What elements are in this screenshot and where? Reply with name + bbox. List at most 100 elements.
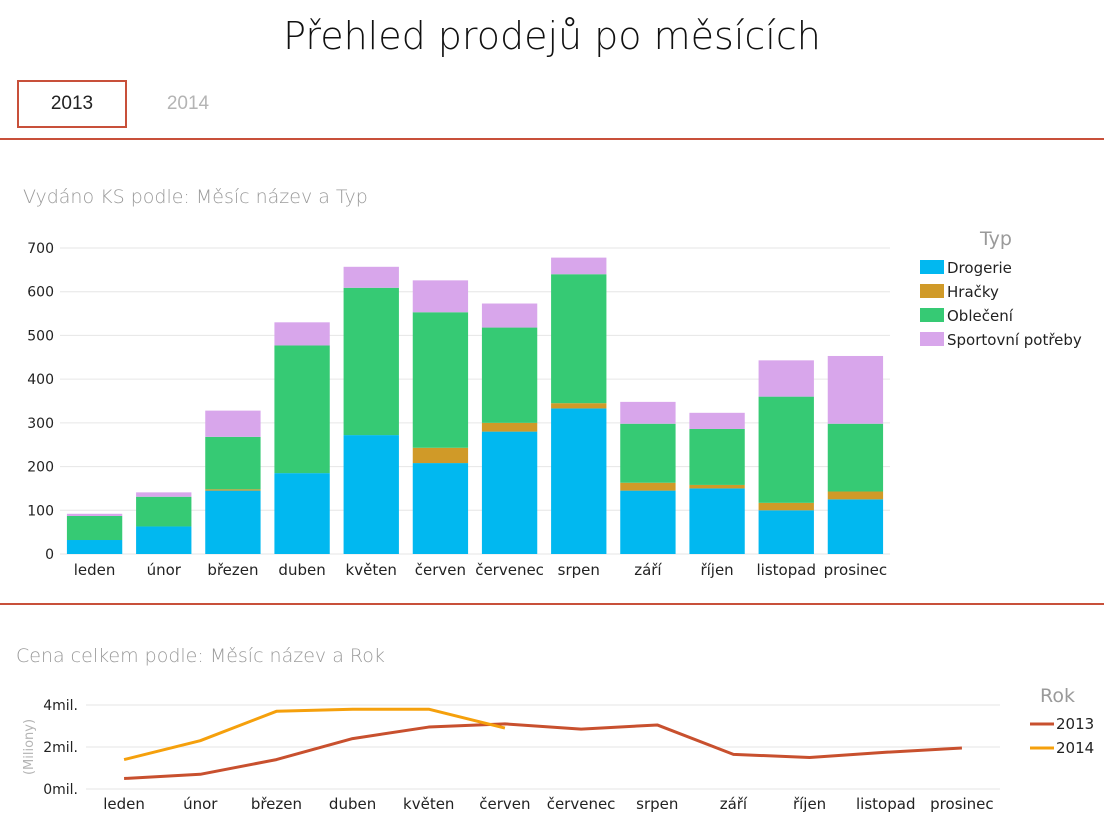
y-tick-label: 4mil. bbox=[43, 698, 78, 714]
bar-obleceni bbox=[758, 396, 814, 503]
bar-obleceni bbox=[620, 423, 676, 483]
divider-top bbox=[0, 138, 1104, 140]
legend-swatch-drogerie bbox=[920, 260, 944, 274]
y-axis-label: (Miliony) bbox=[22, 719, 37, 775]
bar-sportovni-potreby bbox=[758, 360, 814, 397]
x-tick-label: březen bbox=[251, 795, 302, 813]
x-tick-label: říjen bbox=[793, 795, 826, 813]
bar-drogerie bbox=[136, 526, 192, 554]
bar-sportovni-potreby bbox=[205, 410, 261, 437]
y-tick-label: 300 bbox=[27, 416, 54, 432]
bar-sportovni-potreby bbox=[827, 355, 884, 424]
bar-hracky bbox=[758, 502, 814, 511]
y-tick-label: 0 bbox=[45, 547, 54, 563]
bar-obleceni bbox=[205, 436, 261, 490]
bar-sportovni-potreby bbox=[689, 412, 745, 429]
bar-sportovni-potreby bbox=[136, 492, 192, 497]
bar-sportovni-potreby bbox=[481, 303, 538, 328]
legend-title: Rok bbox=[1040, 685, 1075, 707]
legend-label: 2014 bbox=[1056, 739, 1094, 757]
bar-sportovni-potreby bbox=[274, 322, 330, 346]
x-tick-label: duben bbox=[329, 795, 376, 813]
bar-drogerie bbox=[343, 435, 399, 554]
bar-drogerie bbox=[205, 490, 261, 554]
bar-drogerie bbox=[66, 540, 123, 554]
stacked-bar-chart: 0 100 200 300 400 500 600 700 leden únor březen dub… bbox=[27, 228, 1082, 579]
bar-drogerie bbox=[827, 499, 884, 554]
x-tick-label: srpen bbox=[558, 561, 600, 579]
line-series-2014 bbox=[123, 707, 506, 762]
x-tick-label: srpen bbox=[636, 795, 678, 813]
bar-sportovni-potreby bbox=[66, 513, 123, 516]
x-tick-label: duben bbox=[278, 561, 325, 579]
x-tick-label: prosinec bbox=[930, 795, 994, 813]
x-tick-label: listopad bbox=[757, 561, 816, 579]
bar-sportovni-potreby bbox=[343, 266, 399, 288]
x-tick-label: červen bbox=[479, 795, 530, 813]
y-tick-label: 500 bbox=[27, 328, 54, 344]
bar-drogerie bbox=[551, 408, 607, 554]
bar-hracky bbox=[689, 484, 745, 489]
bar-hracky bbox=[620, 482, 676, 491]
x-tick-label: leden bbox=[103, 795, 145, 813]
bar-obleceni bbox=[689, 428, 745, 485]
x-tick-label: únor bbox=[183, 795, 218, 813]
legend-label: Hračky bbox=[947, 283, 999, 301]
bar-hracky bbox=[412, 447, 469, 464]
divider-middle bbox=[0, 603, 1104, 605]
bar-obleceni bbox=[66, 515, 123, 541]
legend-swatch-obleceni bbox=[920, 308, 944, 322]
y-tick-label: 600 bbox=[27, 285, 54, 301]
x-tick-label: květen bbox=[403, 795, 454, 813]
tab-2014[interactable]: 2014 bbox=[166, 93, 210, 114]
y-tick-label: 400 bbox=[27, 372, 54, 388]
legend-label: Sportovní potřeby bbox=[947, 331, 1082, 349]
x-tick-label: červenec bbox=[547, 795, 616, 813]
line-series-2013 bbox=[124, 722, 962, 780]
bar-obleceni bbox=[274, 345, 330, 474]
bar-hracky bbox=[551, 403, 607, 409]
bar-drogerie bbox=[689, 488, 745, 554]
legend-swatch-hracky bbox=[920, 284, 944, 298]
line-chart-title: Cena celkem podle: Měsíc název a Rok bbox=[16, 645, 385, 667]
bar-obleceni bbox=[827, 423, 884, 492]
x-tick-label: listopad bbox=[856, 795, 915, 813]
x-tick-label: září bbox=[720, 795, 748, 813]
y-tick-label: 0mil. bbox=[43, 782, 78, 798]
tab-2013[interactable]: 2013 bbox=[17, 80, 127, 128]
y-tick-label: 700 bbox=[27, 241, 54, 257]
legend-label: Oblečení bbox=[947, 307, 1014, 325]
x-tick-label: říjen bbox=[700, 561, 733, 579]
x-tick-label: květen bbox=[346, 561, 397, 579]
x-tick-label: červenec bbox=[475, 561, 544, 579]
bar-obleceni bbox=[136, 496, 192, 527]
bar-drogerie bbox=[758, 510, 814, 554]
bar-drogerie bbox=[620, 490, 676, 554]
bar-drogerie bbox=[412, 463, 469, 554]
x-tick-label: červen bbox=[415, 561, 466, 579]
bar-drogerie bbox=[481, 431, 538, 554]
bar-chart-title: Vydáno KS podle: Měsíc název a Typ bbox=[23, 186, 368, 208]
legend-title: Typ bbox=[979, 228, 1012, 250]
bar-sportovni-potreby bbox=[412, 280, 469, 313]
bar-obleceni bbox=[551, 274, 607, 404]
bar-hracky bbox=[205, 489, 261, 491]
bar-sportovni-potreby bbox=[551, 257, 607, 275]
y-tick-label: 200 bbox=[27, 460, 54, 476]
bar-obleceni bbox=[343, 287, 399, 436]
x-tick-label: prosinec bbox=[824, 561, 888, 579]
line-chart: 0mil. 2mil. 4mil. (Miliony) leden únor březen d… bbox=[22, 685, 1094, 813]
page-title: Přehled prodejů po měsících bbox=[283, 14, 821, 58]
bar-hracky bbox=[827, 491, 884, 500]
x-tick-label: leden bbox=[74, 561, 116, 579]
legend-swatch-sportovni-potreby bbox=[920, 332, 944, 346]
legend-label: 2013 bbox=[1056, 715, 1094, 733]
x-tick-label: září bbox=[634, 561, 662, 579]
x-tick-label: březen bbox=[207, 561, 258, 579]
bar-drogerie bbox=[274, 473, 330, 554]
y-tick-label: 2mil. bbox=[43, 740, 78, 756]
bar-hracky bbox=[481, 422, 538, 432]
bar-obleceni bbox=[481, 327, 538, 423]
bar-obleceni bbox=[412, 312, 469, 448]
bar-sportovni-potreby bbox=[620, 401, 676, 424]
